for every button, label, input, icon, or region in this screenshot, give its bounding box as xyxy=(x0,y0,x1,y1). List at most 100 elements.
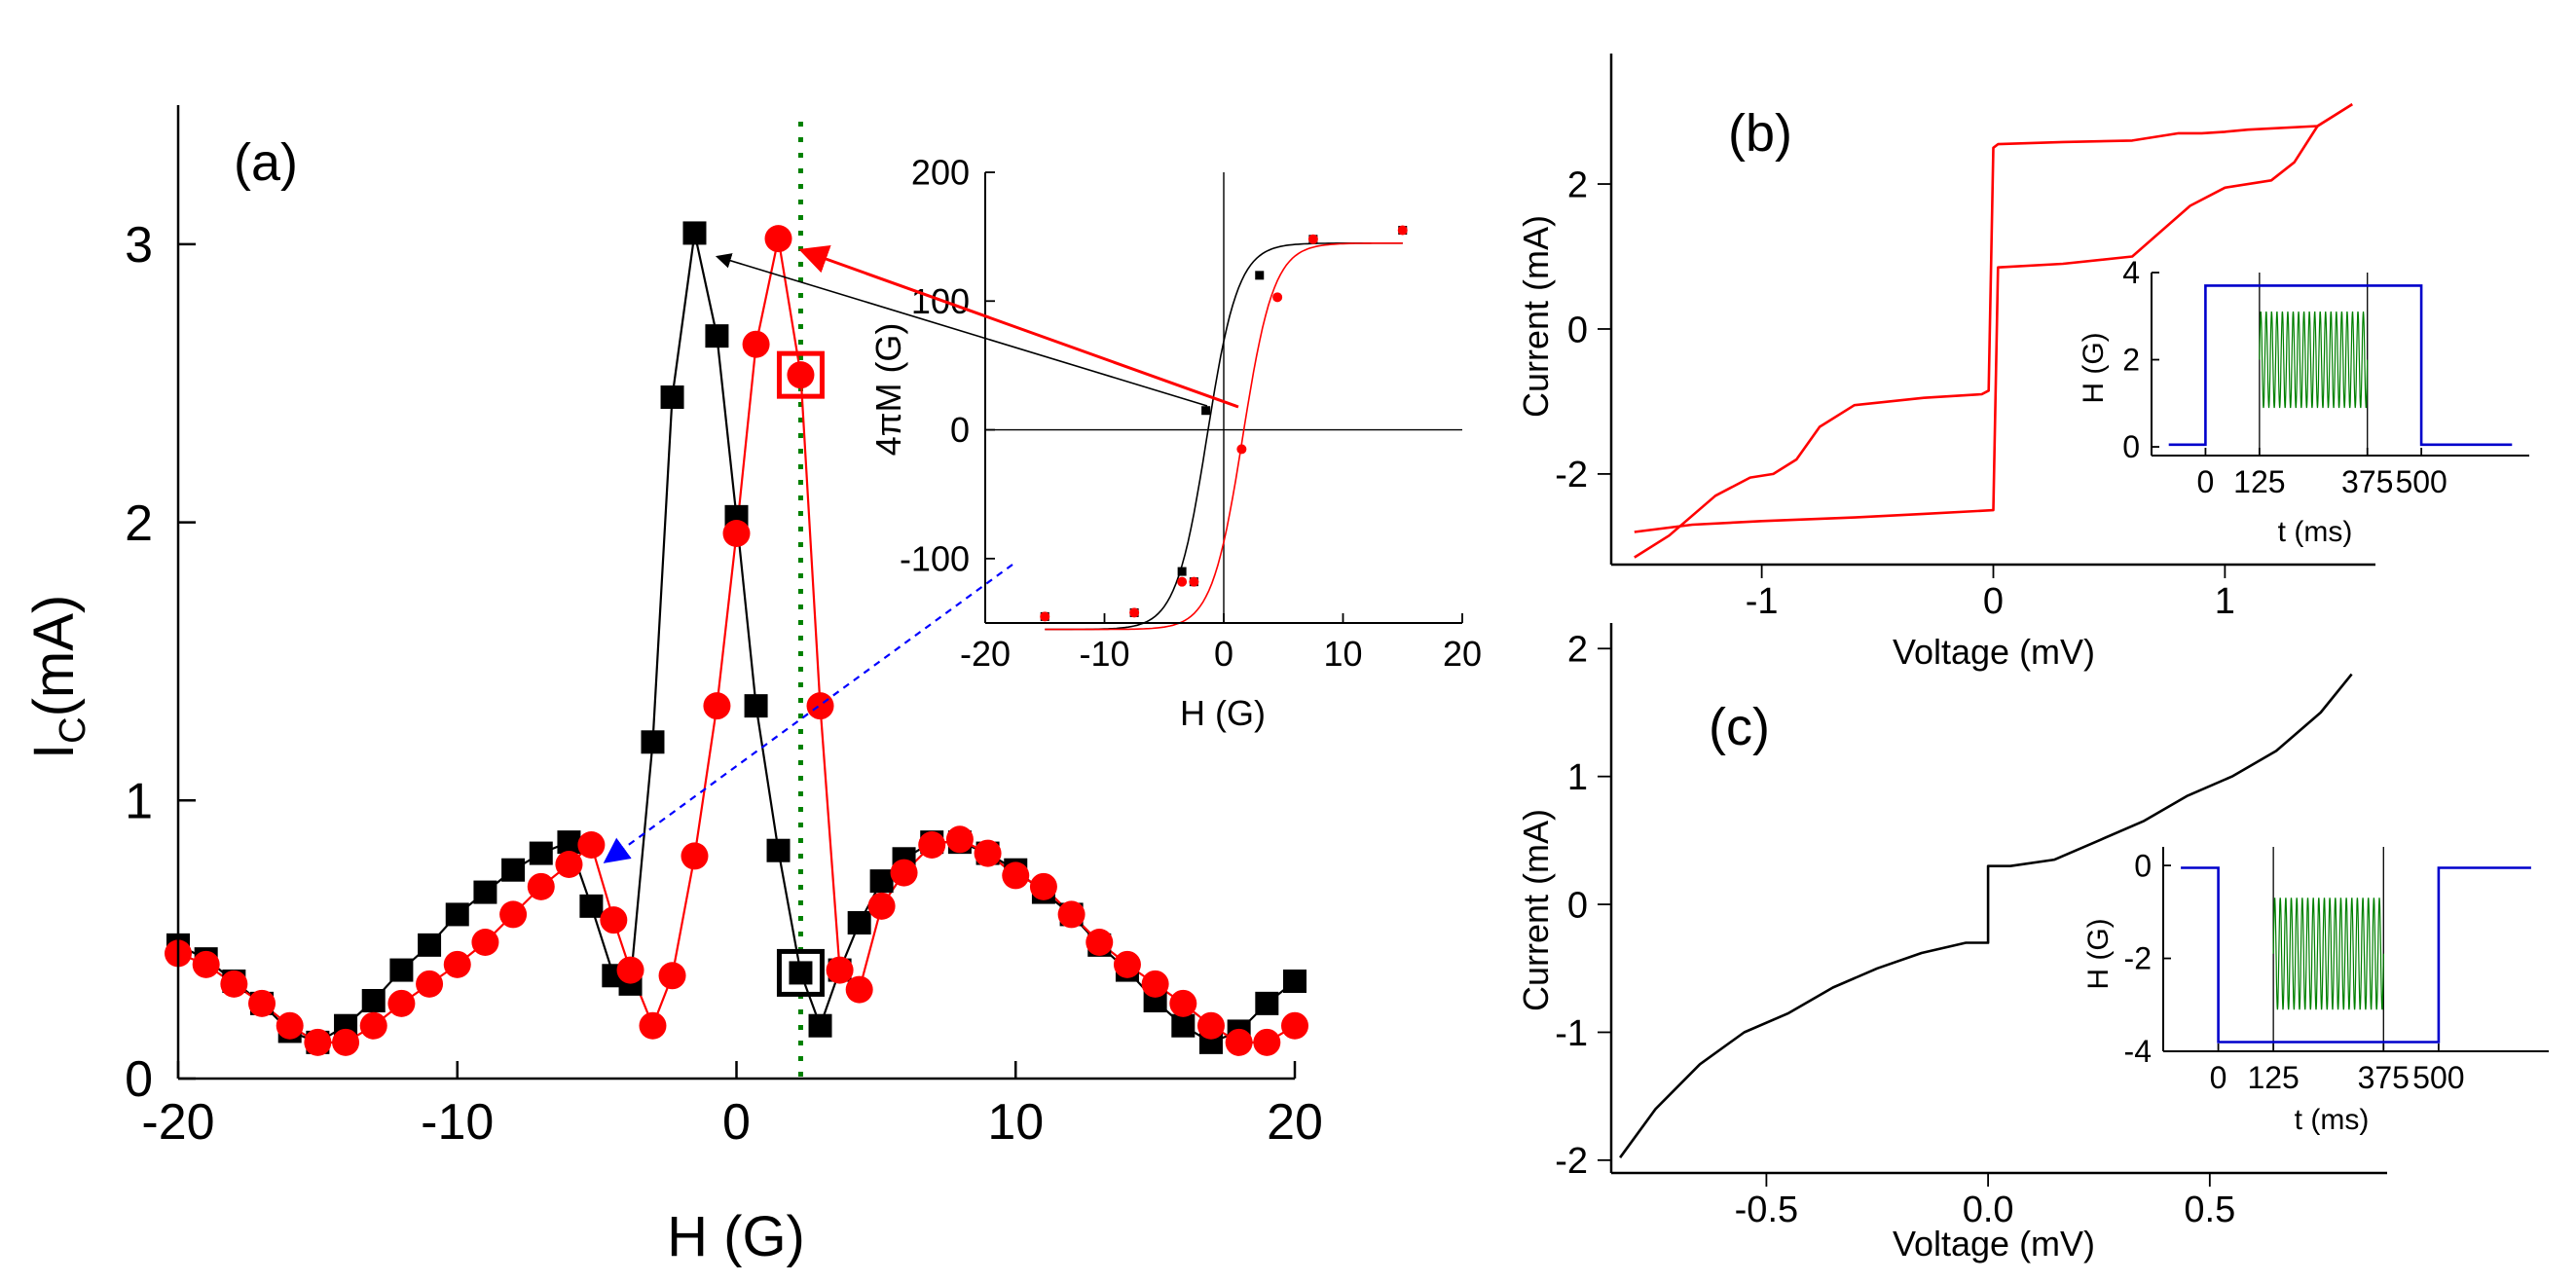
data-point-black xyxy=(418,933,442,957)
data-point-red xyxy=(764,225,792,253)
ac-modulation-line xyxy=(2272,897,2384,1010)
arrow-black-hysteresis-to-peak xyxy=(715,253,1208,407)
data-point-red xyxy=(555,851,583,878)
data-point-red xyxy=(1281,1011,1308,1040)
panel-c-label: (c) xyxy=(1709,698,1770,756)
data-point-red xyxy=(1029,872,1057,900)
annotation-arrows xyxy=(603,244,1239,863)
data-point-red xyxy=(616,956,644,984)
panel-c-ticks: -0.5 0.0 0.5 -2 -1 0 1 2 xyxy=(1555,630,2235,1230)
data-point-red xyxy=(276,1011,304,1040)
data-point-red xyxy=(1397,225,1408,236)
data-point-red xyxy=(974,839,1002,867)
data-point-red xyxy=(1196,1011,1225,1040)
y-tick-label: 2 xyxy=(2122,343,2140,378)
x-tick-label: 20 xyxy=(1443,634,1482,674)
data-point-red xyxy=(1169,989,1197,1017)
data-point-red xyxy=(639,1011,667,1040)
x-tick-label: 1 xyxy=(2215,581,2235,622)
x-tick-label: 20 xyxy=(1267,1094,1323,1151)
data-point-black xyxy=(529,841,553,865)
data-point-red xyxy=(1236,444,1247,455)
panel-c-series xyxy=(1619,673,2353,1158)
y-tick-label: -2 xyxy=(1555,455,1588,495)
arrow-red-hysteresis-to-peak xyxy=(798,244,1239,409)
data-point-black xyxy=(660,385,684,409)
data-point-black xyxy=(557,830,581,855)
x-tick-label: 500 xyxy=(2395,464,2447,499)
inset-b-ylabel: H (G) xyxy=(2078,332,2110,403)
x-tick-label: 375 xyxy=(2358,1060,2410,1095)
data-point-red xyxy=(416,970,444,998)
y-tick-label: -4 xyxy=(2124,1034,2152,1069)
x-tick-label: 10 xyxy=(1323,634,1362,674)
panel-c-xlabel: Voltage (mV) xyxy=(1893,1224,2095,1264)
data-point-red xyxy=(681,842,709,870)
panel-b-series xyxy=(1634,102,2353,559)
x-tick-label: 0 xyxy=(2197,464,2215,499)
panel-b-ylabel: Current (mA) xyxy=(1516,215,1556,418)
inset-b-ticks: 0 125 375 500 0 2 4 xyxy=(2122,255,2447,499)
data-point-red xyxy=(600,906,628,934)
panel-a-ylabel-sub: C xyxy=(53,716,93,743)
x-tick-label: 375 xyxy=(2341,464,2393,499)
x-tick-label: -10 xyxy=(421,1094,494,1151)
x-tick-label: -20 xyxy=(960,634,1011,674)
x-tick-label: 0 xyxy=(2210,1060,2227,1095)
inset-c-plot xyxy=(2181,847,2531,1051)
data-point-red xyxy=(304,1028,332,1056)
data-point-red xyxy=(471,929,499,956)
data-point-red xyxy=(332,1028,360,1056)
y-tick-label: -2 xyxy=(2124,941,2152,976)
y-tick-label: -2 xyxy=(1555,1141,1588,1182)
y-tick-label: 2 xyxy=(1567,165,1588,205)
data-point-red xyxy=(1086,929,1114,956)
y-tick-label: 0 xyxy=(950,410,970,450)
data-point-black xyxy=(501,858,526,882)
series-line-red xyxy=(1045,242,1403,631)
data-point-black xyxy=(1171,1013,1196,1038)
data-point-red xyxy=(387,989,416,1017)
data-point-red xyxy=(658,962,686,990)
inset-a-axes-lines xyxy=(985,172,1462,623)
data-point-black xyxy=(473,880,497,904)
data-point-red xyxy=(806,692,834,720)
data-point-red xyxy=(1225,1028,1253,1056)
y-tick-label: 2 xyxy=(1567,630,1588,671)
data-point-red xyxy=(787,361,815,389)
panel-a-ylabel-rest: (mA) xyxy=(22,595,86,717)
data-point-black xyxy=(361,989,386,1012)
data-point-black xyxy=(445,902,469,927)
inset-a-ylabel: 4πM (G) xyxy=(868,323,908,457)
x-tick-label: -10 xyxy=(1079,634,1129,674)
y-tick-label: 1 xyxy=(1567,757,1588,798)
data-point-red xyxy=(192,950,220,978)
data-point-red xyxy=(742,330,770,358)
highlight-box-red xyxy=(776,350,825,399)
panel-b-ticks: -1 0 1 -2 0 2 xyxy=(1555,165,2235,622)
x-tick-label: 0 xyxy=(1214,634,1233,674)
data-point-red xyxy=(1307,234,1318,244)
inset-b-plot xyxy=(2168,273,2513,456)
data-point-red xyxy=(918,831,946,859)
panel-b-inset: 0 125 375 500 0 2 4 t (ms) H (G) xyxy=(2078,255,2529,548)
data-point-black xyxy=(579,894,604,918)
x-tick-label: 10 xyxy=(987,1094,1044,1151)
series-line-iv xyxy=(1634,102,2353,533)
ac-modulation-line xyxy=(2259,311,2369,409)
x-tick-label: 125 xyxy=(2247,1060,2299,1095)
data-point-black xyxy=(1177,567,1187,576)
data-point-black xyxy=(869,869,894,894)
data-point-red xyxy=(1040,611,1050,622)
data-point-red xyxy=(703,692,731,720)
y-tick-label: 0 xyxy=(1567,310,1588,350)
data-point-black xyxy=(847,911,871,934)
data-point-black xyxy=(766,838,791,862)
x-tick-label: 0.0 xyxy=(1963,1190,2014,1230)
data-point-black xyxy=(1201,406,1211,416)
highlight-box-black xyxy=(776,948,825,997)
